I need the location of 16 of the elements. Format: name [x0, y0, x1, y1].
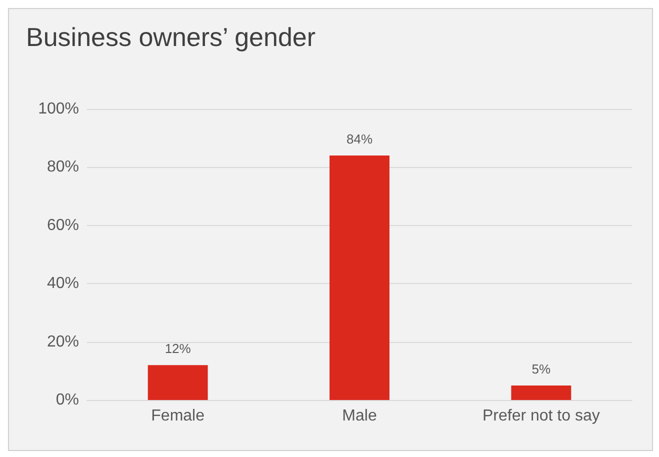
- y-tick-label: 60%: [46, 216, 79, 234]
- y-tick-label: 0%: [56, 392, 79, 408]
- y-tick-label: 100%: [38, 100, 79, 118]
- chart-title: Business owners’ gender: [26, 22, 316, 52]
- bar: [511, 385, 572, 400]
- data-label: 84%: [346, 132, 373, 147]
- x-tick-label: Prefer not to say: [482, 408, 600, 424]
- x-tick-label: Male: [342, 408, 377, 424]
- data-label: 12%: [164, 341, 192, 356]
- data-label: 5%: [532, 361, 551, 376]
- x-tick-label: Female: [151, 408, 205, 424]
- bar: [148, 365, 208, 400]
- y-tick-label: 80%: [46, 158, 79, 176]
- bar: [330, 156, 390, 400]
- y-tick-label: 40%: [46, 275, 79, 292]
- y-tick-label: 20%: [46, 333, 79, 350]
